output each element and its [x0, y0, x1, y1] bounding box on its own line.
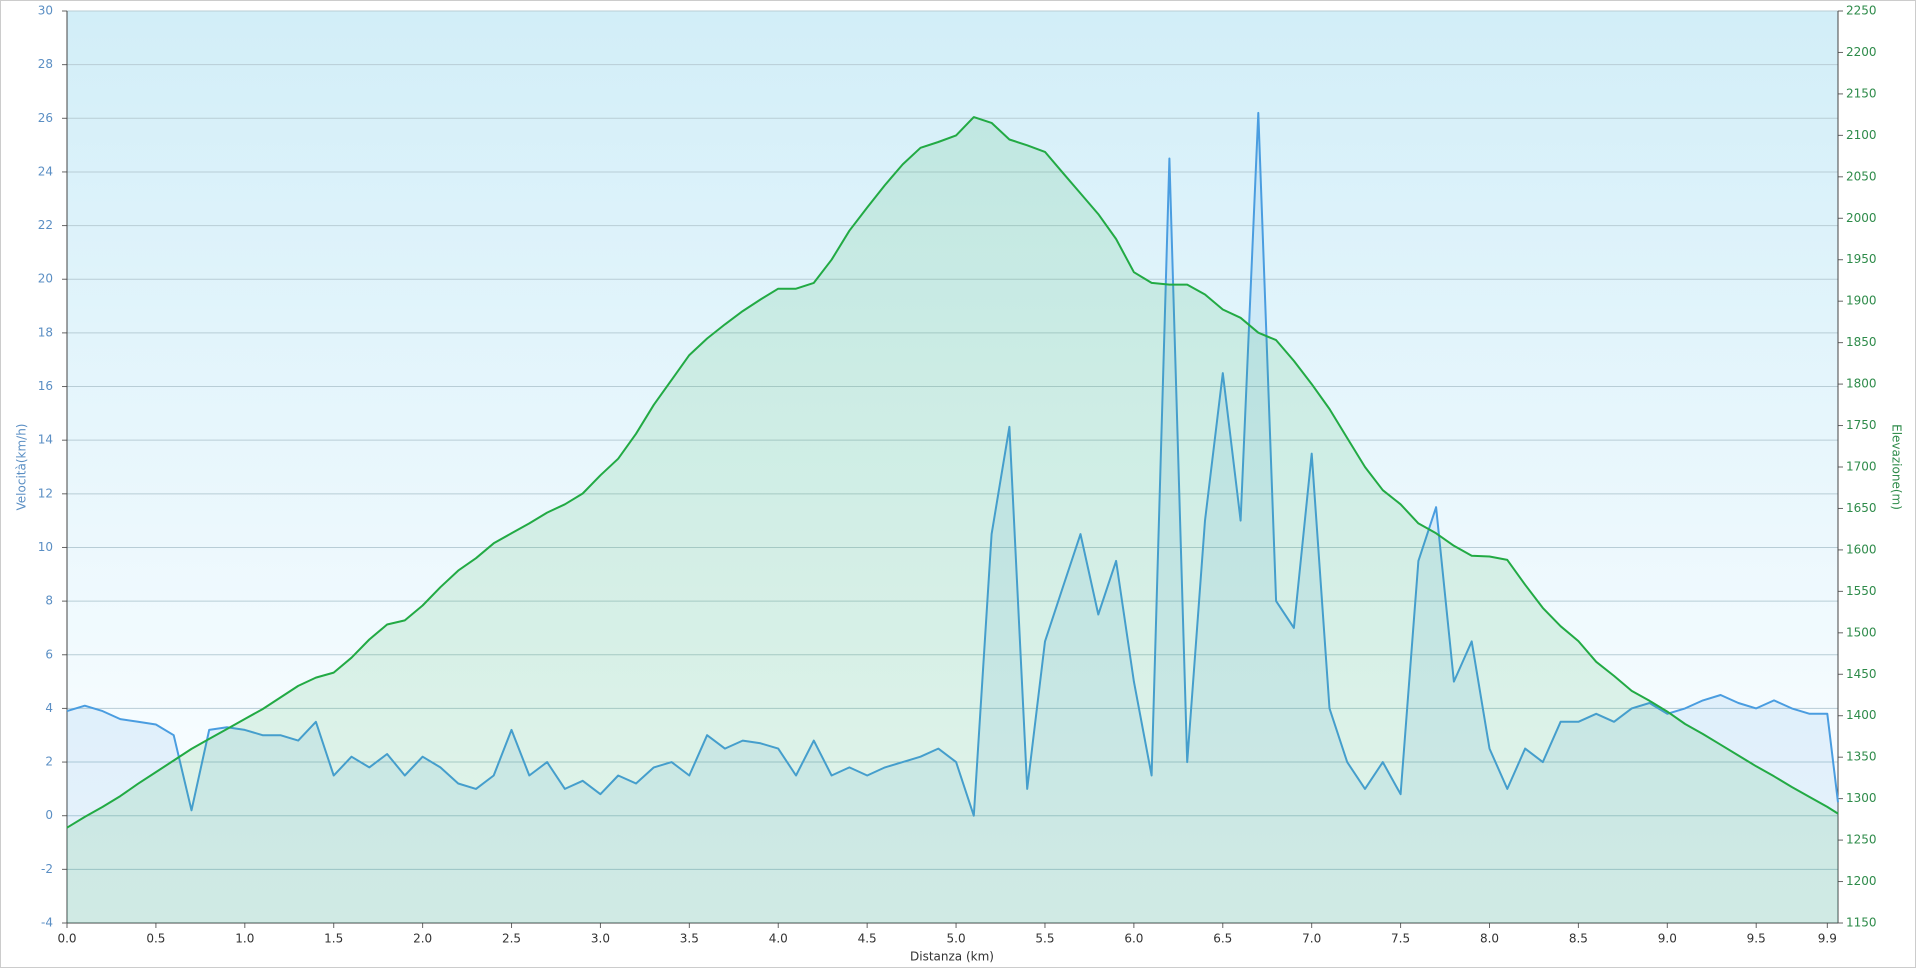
y2-tick-label: 1400 — [1846, 708, 1877, 722]
y2-tick-label: 1900 — [1846, 294, 1877, 308]
x-tick-label: 7.5 — [1391, 932, 1410, 946]
x-axis-label: Distanza (km) — [910, 950, 994, 964]
y2-tick-label: 1150 — [1846, 916, 1877, 930]
y-tick-label: 4 — [45, 701, 53, 715]
y-tick-label: 6 — [45, 647, 53, 661]
y2-tick-label: 1550 — [1846, 584, 1877, 598]
y-tick-label: 22 — [38, 218, 53, 232]
x-tick-label: 3.0 — [591, 932, 610, 946]
x-tick-label: 0.5 — [146, 932, 165, 946]
series-area — [67, 117, 1838, 924]
y2-axis-label: Elevazione(m) — [1890, 424, 1904, 510]
x-tick-label: 2.0 — [413, 932, 432, 946]
series-line — [66, 116, 1839, 829]
y-tick-label: 28 — [38, 57, 53, 71]
x-tick-label: 5.5 — [1035, 932, 1054, 946]
series-line — [66, 111, 1839, 817]
x-tick-label: 7.0 — [1302, 932, 1321, 946]
y2-tick-label: 2100 — [1846, 128, 1877, 142]
y-tick-label: 14 — [38, 433, 53, 447]
plot-area — [67, 11, 1838, 923]
x-tick-label: 1.5 — [324, 932, 343, 946]
y2-tick-label: 1300 — [1846, 791, 1877, 805]
y-tick-label: 10 — [38, 540, 53, 554]
y-tick-label: 0 — [45, 808, 53, 822]
y-tick-label: 18 — [38, 325, 53, 339]
y-tick-label: 8 — [45, 594, 53, 608]
y2-tick-label: 1700 — [1846, 460, 1877, 474]
y-tick-label: 2 — [45, 755, 53, 769]
y2-tick-label: 1500 — [1846, 625, 1877, 639]
x-tick-label: 6.5 — [1213, 932, 1232, 946]
x-tick-label: 1.0 — [235, 932, 254, 946]
y2-tick-label: 1200 — [1846, 874, 1877, 888]
y2-tick-label: 1250 — [1846, 833, 1877, 847]
x-tick-label: 9.0 — [1658, 932, 1677, 946]
x-tick-label: 4.5 — [858, 932, 877, 946]
x-tick-label: 4.0 — [769, 932, 788, 946]
y-tick-label: 30 — [38, 4, 53, 18]
x-tick-label: 5.0 — [947, 932, 966, 946]
x-tick-label: 3.5 — [680, 932, 699, 946]
y2-tick-label: 1800 — [1846, 377, 1877, 391]
x-tick-label: 2.5 — [502, 932, 521, 946]
y-axis-label: Velocità(km/h) — [15, 424, 29, 511]
x-tick-label: 9.9 — [1818, 932, 1837, 946]
y-tick-label: -2 — [41, 862, 53, 876]
y-tick-label: 16 — [38, 379, 53, 393]
x-tick-label: 9.5 — [1747, 932, 1766, 946]
y-tick-label: 20 — [38, 272, 53, 286]
y2-tick-label: 2050 — [1846, 169, 1877, 183]
series-area — [67, 112, 1838, 923]
y2-tick-label: 2150 — [1846, 86, 1877, 100]
y2-tick-label: 1750 — [1846, 418, 1877, 432]
y-tick-label: 12 — [38, 486, 53, 500]
y-tick-label: -4 — [41, 916, 53, 930]
y2-tick-label: 1650 — [1846, 501, 1877, 515]
x-tick-label: 6.0 — [1124, 932, 1143, 946]
x-tick-label: 8.5 — [1569, 932, 1588, 946]
y2-tick-label: 1950 — [1846, 252, 1877, 266]
x-tick-label: 0.0 — [57, 932, 76, 946]
y2-tick-label: 2200 — [1846, 45, 1877, 59]
y2-tick-label: 1350 — [1846, 750, 1877, 764]
y2-tick-label: 2000 — [1846, 211, 1877, 225]
y2-tick-label: 1450 — [1846, 667, 1877, 681]
y2-tick-label: 1850 — [1846, 335, 1877, 349]
y2-tick-label: 1600 — [1846, 542, 1877, 556]
y2-tick-label: 2250 — [1846, 4, 1877, 18]
y-tick-label: 26 — [38, 111, 53, 125]
y-tick-label: 24 — [38, 164, 53, 178]
x-tick-label: 8.0 — [1480, 932, 1499, 946]
